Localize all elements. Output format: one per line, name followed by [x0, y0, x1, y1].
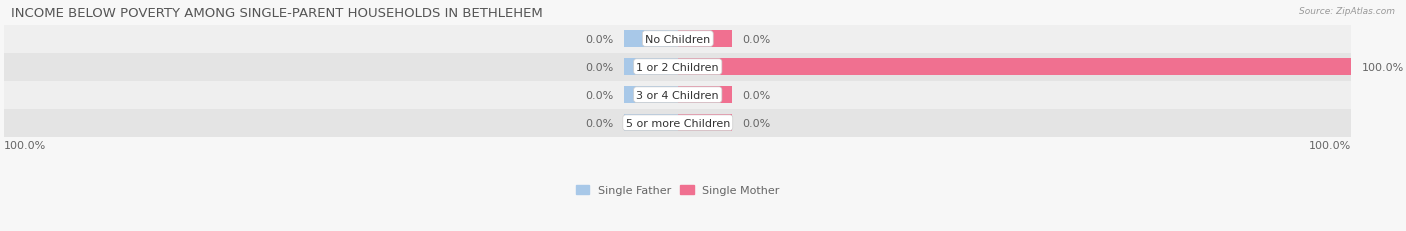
Bar	[4, 109, 1351, 137]
Text: 1 or 2 Children: 1 or 2 Children	[637, 62, 718, 72]
Bar	[4, 81, 1351, 109]
Bar	[624, 87, 678, 104]
Legend: Single Father, Single Mother: Single Father, Single Mother	[576, 185, 780, 195]
Bar	[4, 25, 1351, 53]
Text: 0.0%: 0.0%	[585, 90, 614, 100]
Text: Source: ZipAtlas.com: Source: ZipAtlas.com	[1299, 7, 1395, 16]
Bar	[624, 59, 678, 76]
Text: 0.0%: 0.0%	[742, 118, 770, 128]
Bar	[678, 31, 731, 48]
Bar	[624, 115, 678, 132]
Text: 100.0%: 100.0%	[4, 140, 46, 150]
Bar	[678, 115, 731, 132]
Bar	[678, 59, 1351, 76]
Text: 0.0%: 0.0%	[585, 62, 614, 72]
Text: 5 or more Children: 5 or more Children	[626, 118, 730, 128]
Bar	[678, 87, 731, 104]
Text: 3 or 4 Children: 3 or 4 Children	[637, 90, 718, 100]
Text: 100.0%: 100.0%	[1309, 140, 1351, 150]
Text: 0.0%: 0.0%	[585, 34, 614, 44]
Text: No Children: No Children	[645, 34, 710, 44]
Bar	[624, 31, 678, 48]
Bar	[4, 53, 1351, 81]
Text: 0.0%: 0.0%	[742, 90, 770, 100]
Text: 0.0%: 0.0%	[585, 118, 614, 128]
Text: 100.0%: 100.0%	[1361, 62, 1403, 72]
Text: INCOME BELOW POVERTY AMONG SINGLE-PARENT HOUSEHOLDS IN BETHLEHEM: INCOME BELOW POVERTY AMONG SINGLE-PARENT…	[11, 7, 543, 20]
Text: 0.0%: 0.0%	[742, 34, 770, 44]
